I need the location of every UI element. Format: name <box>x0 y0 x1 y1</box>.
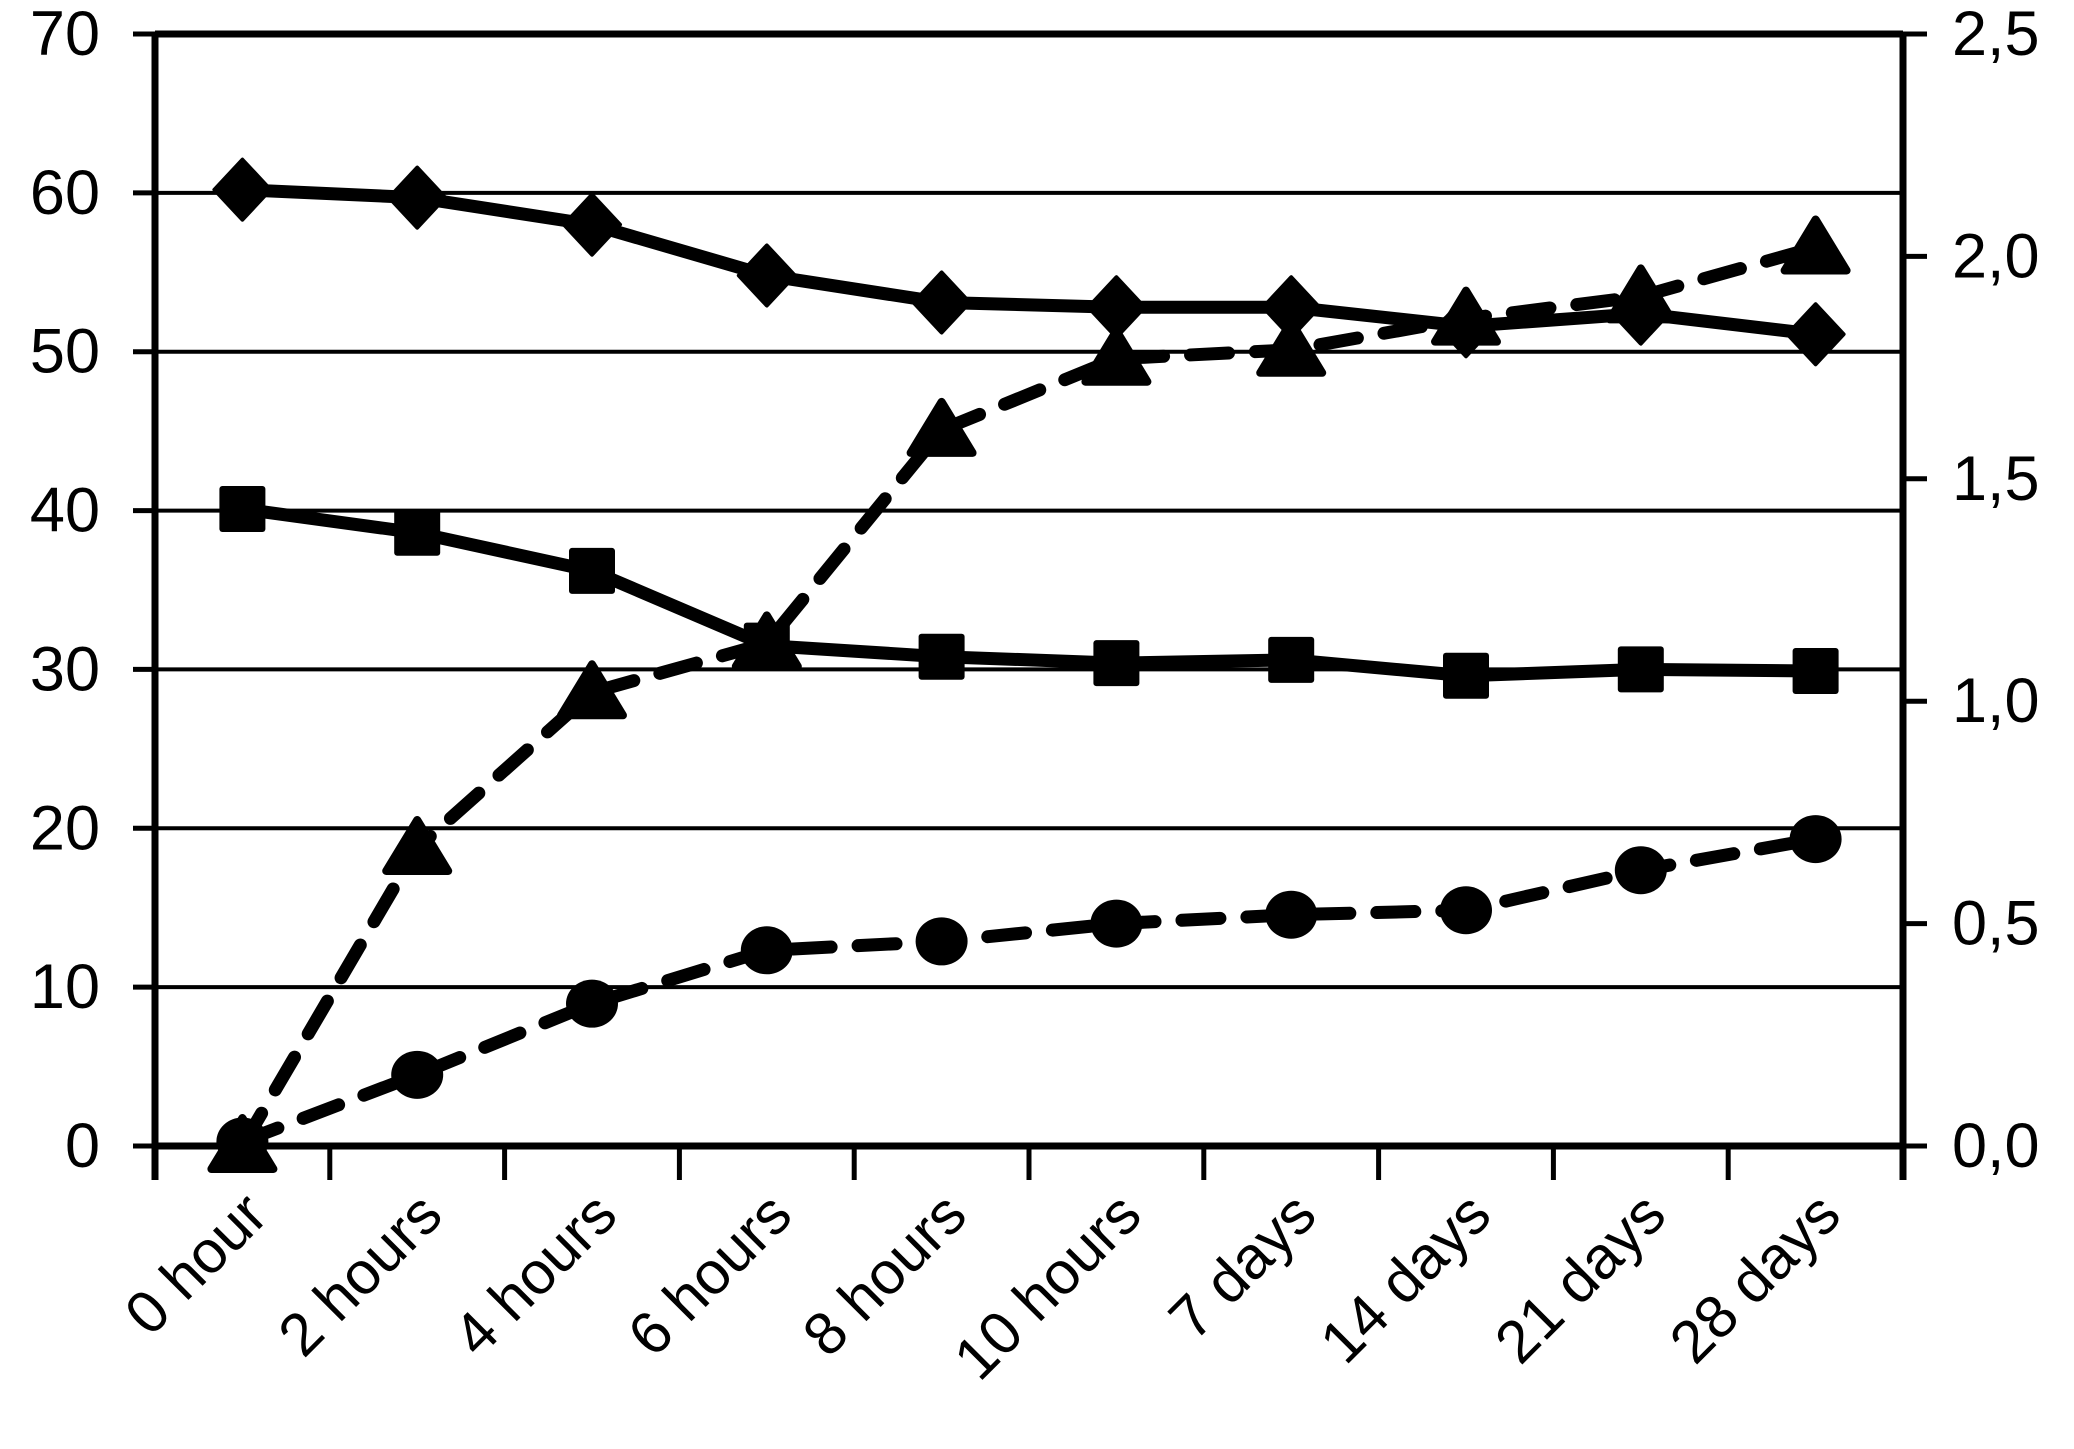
square-marker <box>1617 646 1664 693</box>
diamond-marker <box>212 157 273 222</box>
left-axis-tick-label: 30 <box>30 634 100 704</box>
square-marker <box>1792 648 1839 695</box>
circle-marker <box>1265 890 1318 939</box>
x-axis-category-label: 14 days <box>1307 1180 1503 1376</box>
diamond-marker <box>1436 294 1496 359</box>
x-axis-category-label: 0 hour <box>112 1180 280 1348</box>
diamond-marker <box>562 192 622 257</box>
square-marker <box>569 547 615 594</box>
triangle-marker <box>1780 215 1851 275</box>
right-axis-tick-label: 1,5 <box>1952 444 2040 514</box>
diamond-marker <box>736 243 797 308</box>
square-marker <box>918 633 965 680</box>
triangle-marker <box>1256 317 1327 377</box>
square-marker <box>219 485 266 532</box>
circle-marker <box>216 1117 269 1166</box>
left-axis-tick-label: 10 <box>30 952 100 1022</box>
left-axis-tick-label: 20 <box>30 793 100 863</box>
x-axis-category-label: 28 days <box>1657 1180 1853 1376</box>
x-axis-category-label: 10 hours <box>941 1180 1153 1392</box>
x-axis-category-label: 2 hours <box>265 1180 454 1369</box>
circle-marker <box>566 979 618 1028</box>
circle-marker <box>1090 899 1143 948</box>
diamond-marker <box>1610 281 1671 346</box>
diamond-marker <box>911 270 972 335</box>
square-marker <box>743 622 790 669</box>
left-axis-tick-label: 60 <box>30 158 100 228</box>
diamond-marker <box>1261 275 1322 340</box>
triangle-marker <box>557 660 627 720</box>
left-axis-tick-label: 50 <box>30 317 100 387</box>
x-axis-category-label: 21 days <box>1482 1180 1678 1376</box>
circle-dashed-series-line <box>235 832 1823 1149</box>
x-axis-category-label: 7 days <box>1156 1180 1328 1352</box>
circle-marker <box>915 917 968 966</box>
diamond-solid-series-line <box>235 183 1823 341</box>
square-marker <box>1093 640 1140 687</box>
diamond-marker <box>387 165 448 230</box>
right-axis-tick-label: 2,0 <box>1952 221 2040 291</box>
right-axis-tick-label: 0,0 <box>1952 1111 2040 1181</box>
x-axis-category-label: 4 hours <box>440 1180 629 1369</box>
right-axis-tick-label: 1,0 <box>1952 666 2040 736</box>
diamond-marker <box>1785 302 1846 367</box>
circle-marker <box>1614 846 1667 895</box>
circle-marker <box>740 926 793 975</box>
right-axis-tick-label: 0,5 <box>1952 889 2040 959</box>
square-solid-series-line <box>235 502 1823 683</box>
triangle-marker <box>1081 326 1152 386</box>
circle-marker <box>391 1050 444 1099</box>
circle-marker <box>1440 886 1492 935</box>
square-marker <box>394 509 441 556</box>
diamond-marker <box>1086 275 1147 340</box>
left-axis-tick-label: 40 <box>30 476 100 546</box>
triangle-dashed-series-line <box>235 241 1823 1153</box>
square-marker <box>1268 636 1315 683</box>
left-axis-tick-label: 0 <box>65 1111 100 1181</box>
square-marker <box>1443 652 1489 699</box>
right-axis-tick-label: 2,5 <box>1952 0 2040 69</box>
triangle-marker <box>382 815 453 875</box>
triangle-marker <box>906 397 977 457</box>
left-axis-tick-label: 70 <box>30 0 100 69</box>
x-axis-category-label: 6 hours <box>615 1180 804 1369</box>
circle-marker <box>1789 815 1842 864</box>
